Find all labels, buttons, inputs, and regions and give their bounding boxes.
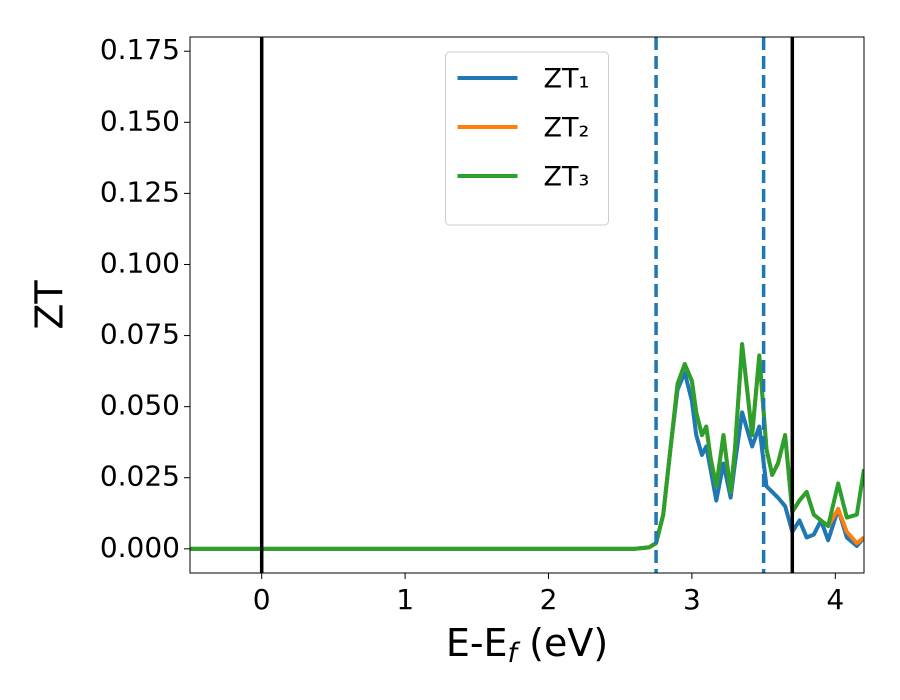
y-tick-label: 0.075 [100,318,180,351]
legend-box [445,51,609,226]
y-tick-label: 0.100 [100,246,180,279]
x-label-part: (eV) [517,621,608,665]
x-tick-label: 2 [540,583,558,616]
x-tick-label: 3 [683,583,701,616]
x-tick-label: 0 [253,583,271,616]
x-tick-label: 4 [826,583,844,616]
series-line [190,342,864,551]
y-tick-label: 0.175 [100,33,180,66]
x-label-part: E-E [446,621,508,665]
y-tick-label: 0.150 [100,104,180,137]
y-axis-label: ZT [28,280,72,330]
plot-frame [189,36,865,574]
y-tick-label: 0.025 [100,460,180,493]
x-tick-label: 1 [396,583,414,616]
y-tick-label: 0.050 [100,389,180,422]
x-axis-label: E-Ef (eV) [446,621,608,669]
y-tick-label: 0.000 [100,531,180,564]
legend-label: ZT₁ [544,64,590,95]
y-tick-label: 0.125 [100,175,180,208]
legend-label: ZT₂ [544,113,590,144]
legend-label: ZT₃ [544,162,590,193]
